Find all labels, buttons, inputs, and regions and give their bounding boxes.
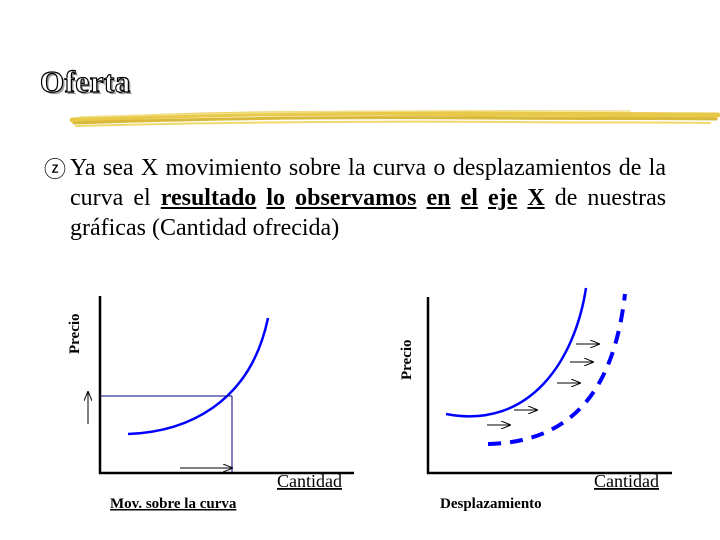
z-bullet-icon: ⓩ bbox=[44, 158, 67, 183]
right-supply-curve-shifted bbox=[487, 293, 627, 446]
title-underline-brush bbox=[70, 109, 720, 127]
word-observamos: observamos bbox=[295, 185, 417, 211]
left-supply-curve bbox=[127, 317, 270, 436]
bullet-text: Ya sea X movimiento sobre la curva o des… bbox=[70, 153, 666, 243]
bullet-text-start: Ya sea X movimiento sobre la curva o des… bbox=[70, 155, 666, 211]
left-y-label: Precio bbox=[67, 313, 83, 354]
slide-title: Oferta bbox=[39, 63, 131, 99]
left-caption: Mov. sobre la curva bbox=[110, 496, 237, 512]
right-y-label: Precio bbox=[399, 339, 415, 380]
word-resultado: resultado bbox=[160, 185, 257, 211]
left-graph: Precio Cantidad Mov. sobre la curva bbox=[67, 296, 354, 512]
right-graph: Precio Cantidad Desplazamiento bbox=[399, 287, 672, 512]
word-x: X bbox=[527, 185, 545, 211]
word-lo: lo bbox=[266, 185, 286, 211]
word-eje: eje bbox=[487, 185, 518, 211]
right-x-label: Cantidad bbox=[594, 471, 659, 491]
left-x-label: Cantidad bbox=[277, 471, 342, 491]
word-el: el bbox=[460, 185, 478, 211]
bullet-text-end: de nuestras gráficas (Cantidad ofrecida) bbox=[70, 185, 667, 241]
word-en: en bbox=[426, 185, 451, 211]
right-supply-curve-original bbox=[445, 287, 588, 418]
right-caption: Desplazamiento bbox=[440, 496, 542, 512]
